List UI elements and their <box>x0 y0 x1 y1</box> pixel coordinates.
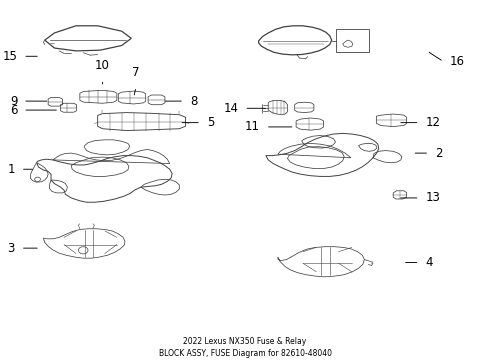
Text: 16: 16 <box>449 55 465 68</box>
Text: 8: 8 <box>190 95 197 108</box>
Text: 13: 13 <box>425 192 440 204</box>
Text: 14: 14 <box>223 102 239 115</box>
Text: 2: 2 <box>435 147 442 159</box>
Text: 1: 1 <box>7 163 15 176</box>
Text: 6: 6 <box>10 104 17 117</box>
Text: 7: 7 <box>132 66 140 79</box>
Text: 3: 3 <box>8 242 15 255</box>
Text: 5: 5 <box>207 116 214 129</box>
Text: 9: 9 <box>10 95 17 108</box>
Text: 11: 11 <box>245 121 260 134</box>
Text: 10: 10 <box>95 59 110 72</box>
Text: 12: 12 <box>425 116 441 129</box>
Text: 4: 4 <box>425 256 433 269</box>
Text: 15: 15 <box>2 50 17 63</box>
Text: 2022 Lexus NX350 Fuse & Relay
BLOCK ASSY, FUSE Diagram for 82610-48040: 2022 Lexus NX350 Fuse & Relay BLOCK ASSY… <box>158 337 332 358</box>
